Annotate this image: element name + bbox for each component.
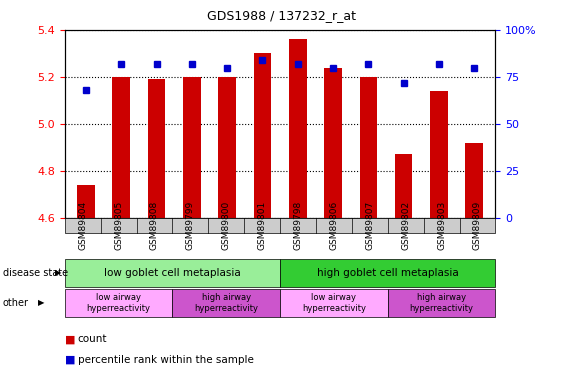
Bar — [253, 54, 271, 217]
Text: GSM89805: GSM89805 — [114, 200, 123, 250]
Text: GDS1988 / 137232_r_at: GDS1988 / 137232_r_at — [207, 9, 356, 22]
Text: disease state: disease state — [3, 268, 68, 278]
Bar — [324, 68, 342, 218]
Text: high goblet cell metaplasia: high goblet cell metaplasia — [317, 268, 459, 278]
Text: high airway
hyperreactivity: high airway hyperreactivity — [410, 293, 473, 312]
Text: GSM89807: GSM89807 — [365, 200, 374, 250]
Bar — [113, 77, 130, 218]
Text: ▶: ▶ — [38, 298, 45, 307]
Text: GSM89802: GSM89802 — [401, 200, 410, 250]
Bar — [289, 39, 307, 218]
Text: GSM89799: GSM89799 — [186, 200, 195, 250]
Text: count: count — [78, 334, 107, 344]
Text: ■: ■ — [65, 355, 75, 365]
Text: GSM89804: GSM89804 — [78, 200, 87, 250]
Text: ▶: ▶ — [55, 268, 62, 278]
Bar — [218, 77, 236, 218]
Text: GSM89801: GSM89801 — [258, 200, 267, 250]
Text: GSM89798: GSM89798 — [293, 200, 302, 250]
Text: high airway
hyperreactivity: high airway hyperreactivity — [194, 293, 258, 312]
Text: GSM89806: GSM89806 — [329, 200, 338, 250]
Bar — [360, 77, 377, 218]
Text: GSM89800: GSM89800 — [222, 200, 231, 250]
Text: ■: ■ — [65, 334, 75, 344]
Text: GSM89808: GSM89808 — [150, 200, 159, 250]
Text: low airway
hyperreactivity: low airway hyperreactivity — [302, 293, 366, 312]
Text: percentile rank within the sample: percentile rank within the sample — [78, 355, 253, 365]
Bar — [148, 79, 166, 218]
Bar — [183, 77, 200, 218]
Text: low goblet cell metaplasia: low goblet cell metaplasia — [104, 268, 241, 278]
Text: GSM89809: GSM89809 — [473, 200, 482, 250]
Text: other: other — [3, 298, 29, 308]
Bar — [395, 154, 413, 218]
Bar — [430, 91, 448, 218]
Bar — [77, 184, 95, 218]
Text: low airway
hyperreactivity: low airway hyperreactivity — [87, 293, 150, 312]
Text: GSM89803: GSM89803 — [437, 200, 446, 250]
Bar — [466, 142, 483, 218]
